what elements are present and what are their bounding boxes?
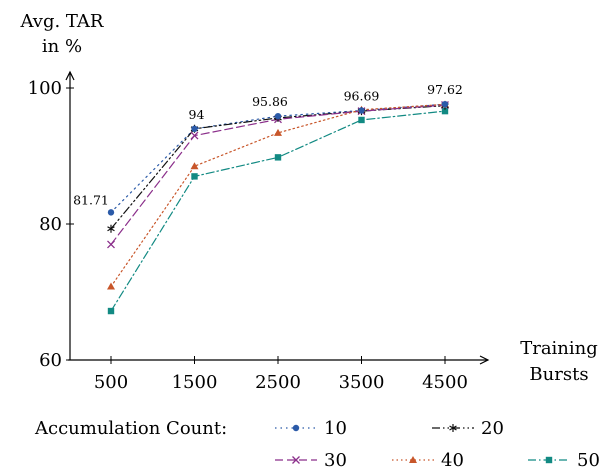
legend-entry-10: 10 bbox=[275, 418, 347, 439]
data-label: 97.62 bbox=[427, 82, 463, 97]
marker-circle bbox=[274, 112, 282, 120]
y-axis-title-line-2: in % bbox=[42, 36, 82, 57]
x-tick-label: 1500 bbox=[172, 372, 218, 393]
tick-group: 60 80 100 500 1500 2500 3500 4500 bbox=[28, 78, 468, 393]
legend-title: Accumulation Count: bbox=[34, 418, 227, 439]
data-point-10-3 bbox=[358, 107, 365, 114]
data-label: 94 bbox=[189, 107, 205, 122]
marker-square bbox=[191, 173, 198, 180]
marker-triangle bbox=[107, 282, 115, 290]
legend: Accumulation Count: 10 20 30 40 50 bbox=[34, 418, 600, 471]
legend-entry-50: 50 bbox=[528, 450, 600, 471]
series-line-40 bbox=[110, 103, 446, 288]
data-point-10-1 bbox=[191, 125, 198, 132]
data-label: 96.69 bbox=[344, 89, 380, 104]
y-tick-label: 60 bbox=[39, 350, 62, 371]
marker-triangle bbox=[274, 128, 282, 136]
data-point-10-0 bbox=[107, 209, 115, 216]
axes: Avg. TAR in % Training Bursts bbox=[20, 11, 598, 385]
data-point-40-2 bbox=[274, 128, 282, 136]
marker-square bbox=[107, 307, 115, 315]
y-tick-label: 80 bbox=[39, 214, 62, 235]
marker-square bbox=[274, 154, 282, 161]
x-tick-label: 2500 bbox=[255, 372, 301, 393]
data-point-50-1 bbox=[191, 173, 198, 180]
legend-label: 10 bbox=[324, 418, 347, 439]
legend-label: 50 bbox=[577, 450, 600, 471]
marker-circle bbox=[292, 424, 300, 432]
legend-marker bbox=[292, 456, 300, 464]
marker-x bbox=[292, 456, 300, 464]
series-line-20 bbox=[110, 105, 446, 230]
data-label: 81.71 bbox=[73, 192, 109, 207]
legend-entry-40: 40 bbox=[392, 450, 464, 471]
y-axis-title-line-1: Avg. TAR bbox=[20, 11, 104, 32]
marker-circle bbox=[107, 209, 115, 216]
data-point-50-2 bbox=[274, 154, 282, 161]
marker-square bbox=[358, 116, 365, 124]
marker-circle bbox=[191, 125, 198, 132]
data-point-10-2 bbox=[274, 112, 282, 120]
marker-circle bbox=[441, 100, 449, 108]
data-point-40-1 bbox=[190, 162, 199, 170]
legend-entry-30: 30 bbox=[275, 450, 347, 471]
x-axis-arrow bbox=[479, 355, 490, 365]
data-point-50-3 bbox=[358, 116, 365, 124]
data-point-50-0 bbox=[107, 307, 115, 315]
legend-label: 20 bbox=[481, 418, 504, 439]
data-point-50-4 bbox=[441, 107, 449, 115]
legend-entry-20: 20 bbox=[432, 418, 504, 439]
data-label: 95.86 bbox=[252, 94, 288, 109]
data-point-10-4 bbox=[441, 100, 449, 108]
legend-marker bbox=[449, 424, 457, 432]
legend-marker bbox=[409, 456, 417, 463]
marker-triangle bbox=[409, 456, 417, 463]
x-tick-label: 500 bbox=[94, 372, 128, 393]
y-axis-arrow bbox=[65, 70, 75, 81]
x-axis-title-line-2: Bursts bbox=[529, 364, 588, 385]
x-tick-label: 3500 bbox=[339, 372, 385, 393]
x-tick-label: 4500 bbox=[422, 372, 468, 393]
data-point-30-1 bbox=[190, 131, 199, 140]
marker-x bbox=[107, 240, 115, 249]
marker-triangle bbox=[190, 162, 199, 170]
data-labels: 81.71 94 95.86 96.69 97.62 bbox=[73, 82, 463, 207]
marker-square bbox=[441, 107, 449, 115]
marker-x bbox=[190, 131, 199, 140]
x-axis-title-line-1: Training bbox=[520, 338, 598, 359]
series-markers bbox=[107, 100, 449, 315]
marker-square bbox=[545, 456, 553, 464]
series-line-50 bbox=[110, 110, 446, 312]
legend-marker bbox=[545, 456, 553, 464]
legend-marker bbox=[292, 424, 300, 432]
data-point-30-0 bbox=[107, 240, 115, 249]
series-line-30 bbox=[110, 104, 446, 245]
y-tick-label: 100 bbox=[28, 78, 62, 99]
marker-star bbox=[107, 224, 115, 233]
data-point-20-0 bbox=[107, 224, 115, 233]
marker-star bbox=[449, 424, 457, 432]
data-point-40-0 bbox=[107, 282, 115, 290]
marker-circle bbox=[358, 107, 365, 114]
legend-label: 30 bbox=[324, 450, 347, 471]
legend-label: 40 bbox=[441, 450, 464, 471]
